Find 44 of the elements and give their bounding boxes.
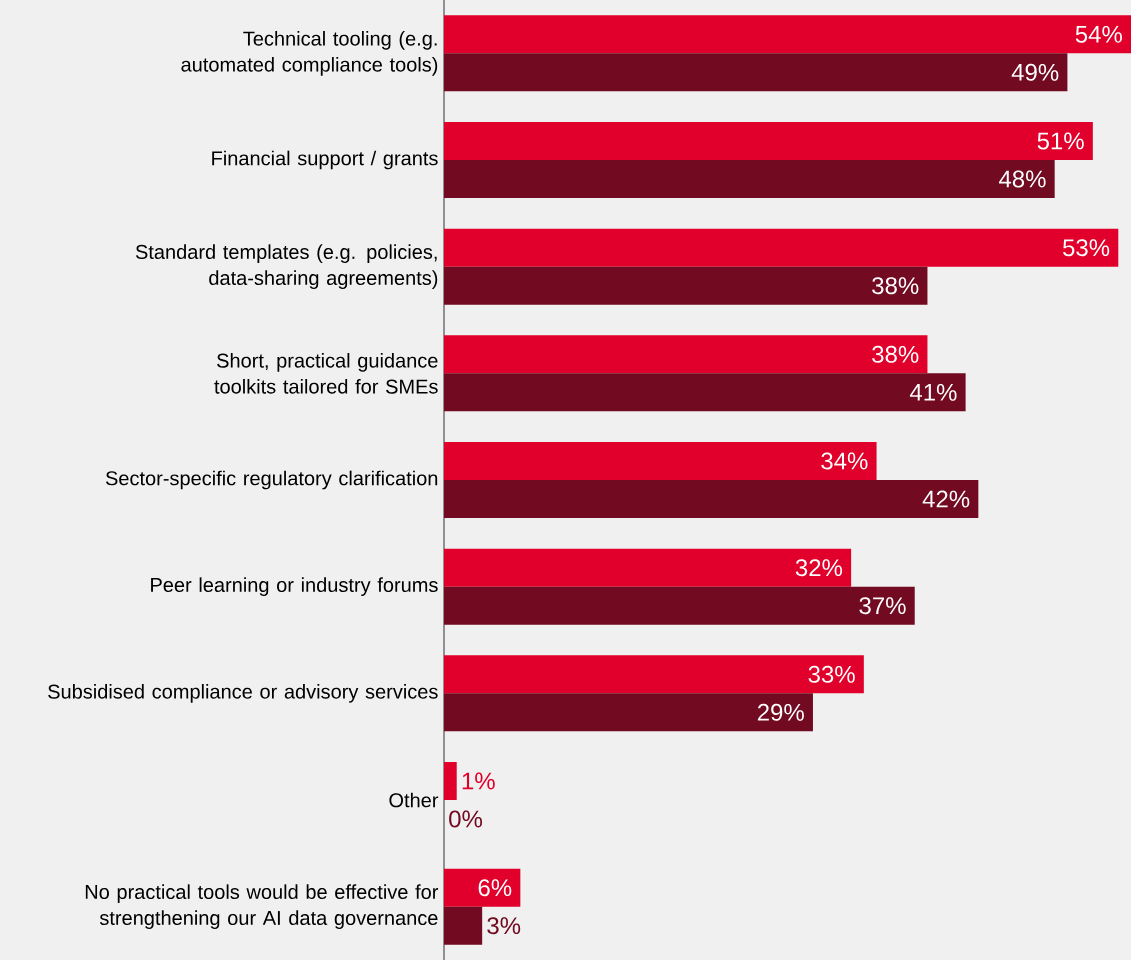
data-label: 38% (872, 277, 919, 295)
bar (444, 228, 1119, 267)
bar (444, 335, 928, 374)
data-label: 49% (1011, 63, 1059, 81)
bar (444, 548, 852, 587)
y-tick-label: Subsidised compliance or advisory services (48, 684, 438, 703)
bar (444, 762, 457, 800)
data-label: 48% (998, 170, 1046, 188)
data-label: 54% (1075, 25, 1122, 43)
data-label: 0% (449, 810, 483, 828)
y-tick-label: No practical tools would be effective for strengthening our AI data governance (85, 884, 439, 929)
data-label: 6% (478, 879, 512, 897)
data-label: 42% (922, 490, 970, 508)
data-label: 41% (909, 383, 957, 401)
y-tick-label: Standard templates (e.g. policies, data-sharing agreements) (135, 244, 438, 289)
bar (444, 693, 813, 732)
data-label: 34% (821, 452, 868, 470)
data-label: 32% (795, 559, 843, 577)
bar (444, 373, 966, 412)
y-tick-label: Short, practical guidance toolkits tailored for SMEs (214, 352, 438, 394)
y-tick-label: Technical tooling (e.g. automated compliance tools) (181, 30, 438, 76)
bar (444, 906, 483, 945)
bar (444, 15, 1131, 54)
bar (444, 480, 979, 518)
bar (444, 159, 1055, 198)
bar (444, 655, 864, 694)
data-label: 53% (1063, 239, 1110, 257)
y-tick-label: Financial support / grants (212, 150, 438, 170)
data-label: 1% (462, 772, 495, 790)
data-label: 51% (1037, 132, 1084, 150)
y-tick-label: Peer learning or industry forums (151, 577, 438, 596)
data-label: 37% (859, 597, 906, 615)
bar (444, 586, 915, 625)
data-label: 38% (872, 345, 919, 363)
bar (444, 442, 877, 480)
data-label: 33% (808, 665, 855, 683)
data-label: 3% (487, 917, 521, 935)
bar (444, 121, 1093, 160)
bar (444, 266, 928, 305)
y-tick-label: Other (389, 792, 439, 808)
data-label: 29% (757, 703, 804, 721)
bar (444, 868, 521, 907)
bar (444, 53, 1068, 92)
y-tick-label: Sector-specific regulatory clarification (105, 470, 438, 490)
